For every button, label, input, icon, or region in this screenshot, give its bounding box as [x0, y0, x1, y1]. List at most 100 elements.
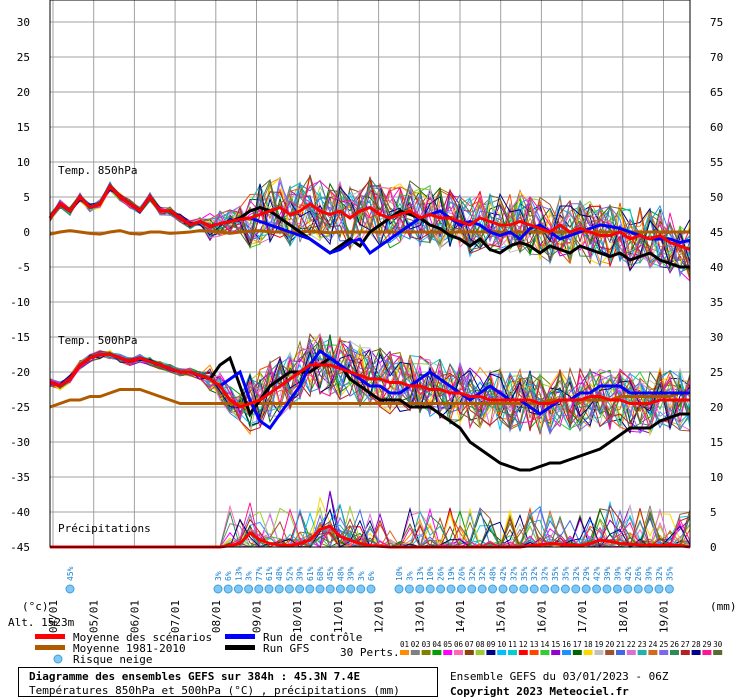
snow-flake-icon — [366, 584, 376, 594]
legend-swatch-normal — [35, 645, 65, 650]
snow-flake-icon — [519, 584, 529, 594]
x-tick-label: 12/01 — [373, 600, 386, 633]
snow-risk-label: 52% — [285, 566, 294, 581]
snow-risk-label: 61% — [265, 566, 274, 581]
x-tick-label: 10/01 — [291, 600, 304, 633]
x-tick-label: 19/01 — [658, 600, 671, 633]
snow-risk-label: 19% — [447, 566, 456, 581]
snow-risk-label: 32% — [530, 566, 539, 581]
pert-number-label: 14 — [540, 640, 550, 649]
snow-flake-icon — [612, 584, 622, 594]
pert-color-swatch — [691, 650, 701, 655]
snow-flake-icon — [477, 584, 487, 594]
snow-flake-icon — [213, 584, 223, 594]
snow-flake-icon — [415, 584, 425, 594]
snow-flake-icon — [264, 584, 274, 594]
pert-number-label: 24 — [648, 640, 658, 649]
snow-risk-label: 32% — [509, 566, 518, 581]
pert-color-swatch — [486, 650, 496, 655]
snow-risk-label: 26% — [457, 566, 466, 581]
snow-flake-icon — [325, 584, 335, 594]
snow-flake-icon — [254, 584, 264, 594]
y-tick-right: 5 — [710, 506, 717, 519]
snow-risk-label: 13% — [234, 566, 243, 581]
snow-flake-icon — [550, 584, 560, 594]
pert-number-label: 06 — [454, 640, 464, 649]
snow-flake-icon — [335, 584, 345, 594]
y-tick-right: 25 — [710, 366, 723, 379]
left-unit-label: (°c) — [22, 600, 49, 613]
mean-line-500 — [49, 353, 690, 409]
snow-flake-icon — [65, 584, 75, 594]
snow-flake-icon — [508, 584, 518, 594]
legend-label-normal: Moyenne 1981-2010 — [73, 642, 186, 655]
x-tick-label: 11/01 — [332, 600, 345, 633]
x-tick-label: 16/01 — [535, 600, 548, 633]
plot-area — [50, 0, 690, 548]
altitude-label: Alt. 1523m — [8, 616, 75, 629]
snow-risk-label: 26% — [634, 566, 643, 581]
pert-color-swatch — [529, 650, 539, 655]
snow-flake-icon — [456, 584, 466, 594]
snow-risk-label: 32% — [478, 566, 487, 581]
pert-number-label: 04 — [432, 640, 442, 649]
pert-color-swatch — [464, 650, 474, 655]
snow-flake-icon — [295, 584, 305, 594]
legend-label-mean: Moyenne des scénarios — [73, 631, 212, 644]
panel-title-500: Temp. 500hPa — [58, 334, 137, 347]
legend-label-snow: Risque neige — [73, 653, 152, 666]
snow-risk-label: 39% — [347, 566, 356, 581]
pert-number-label: 22 — [627, 640, 636, 649]
snow-flake-icon — [436, 584, 446, 594]
snow-risk-label: 45% — [326, 566, 335, 581]
pert-number-label: 20 — [605, 640, 615, 649]
snow-risk-label: 13% — [416, 566, 425, 581]
snow-flake-icon — [315, 584, 325, 594]
y-tick-left: 0 — [23, 226, 30, 239]
y-tick-left: -30 — [10, 436, 30, 449]
snow-risk-label: 48% — [489, 566, 498, 581]
y-tick-right: 20 — [710, 401, 723, 414]
pert-number-label: 03 — [422, 640, 431, 649]
panel-title-precip: Précipitations — [58, 522, 151, 535]
snow-risk-label: 77% — [255, 566, 264, 581]
pert-color-swatch — [713, 650, 723, 655]
pert-color-swatch — [594, 650, 604, 655]
pert-number-label: 26 — [670, 640, 680, 649]
y-tick-left: 15 — [17, 121, 30, 134]
mean-line-850 — [48, 184, 691, 251]
x-tick-label: 06/01 — [128, 600, 141, 633]
pert-color-swatch — [497, 650, 507, 655]
pert-number-label: 30 — [713, 640, 723, 649]
y-tick-right: 60 — [710, 121, 723, 134]
pert-number-label: 01 — [400, 640, 409, 649]
chart-grid — [50, 0, 690, 548]
legend-swatch-mean — [35, 634, 65, 639]
pert-color-swatch — [562, 650, 571, 655]
pert-number-label: 12 — [519, 640, 528, 649]
snow-risk-label: 6% — [367, 571, 376, 581]
y-tick-left: -45 — [10, 541, 30, 554]
y-tick-right: 50 — [710, 191, 723, 204]
x-tick-label: 15/01 — [495, 600, 508, 633]
y-tick-left: -25 — [10, 401, 30, 414]
pert-number-label: 10 — [497, 640, 507, 649]
y-tick-right: 70 — [710, 51, 723, 64]
pert-color-swatch — [454, 650, 463, 655]
y-tick-right: 15 — [710, 436, 723, 449]
pert-color-swatch — [443, 650, 453, 655]
snow-flake-icon — [404, 584, 414, 594]
y-tick-right: 10 — [710, 471, 723, 484]
legend-swatch-gfs — [225, 645, 255, 650]
pert-color-swatch — [648, 650, 658, 655]
y-tick-left: -5 — [17, 261, 30, 274]
snow-flake-icon — [560, 584, 570, 594]
pert-color-swatch — [659, 650, 669, 655]
snow-flake-icon — [581, 584, 591, 594]
snow-flake-icon — [654, 584, 664, 594]
legend-label-gfs: Run GFS — [263, 642, 309, 655]
y-tick-left: 20 — [17, 86, 30, 99]
pert-number-label: 29 — [702, 640, 711, 649]
